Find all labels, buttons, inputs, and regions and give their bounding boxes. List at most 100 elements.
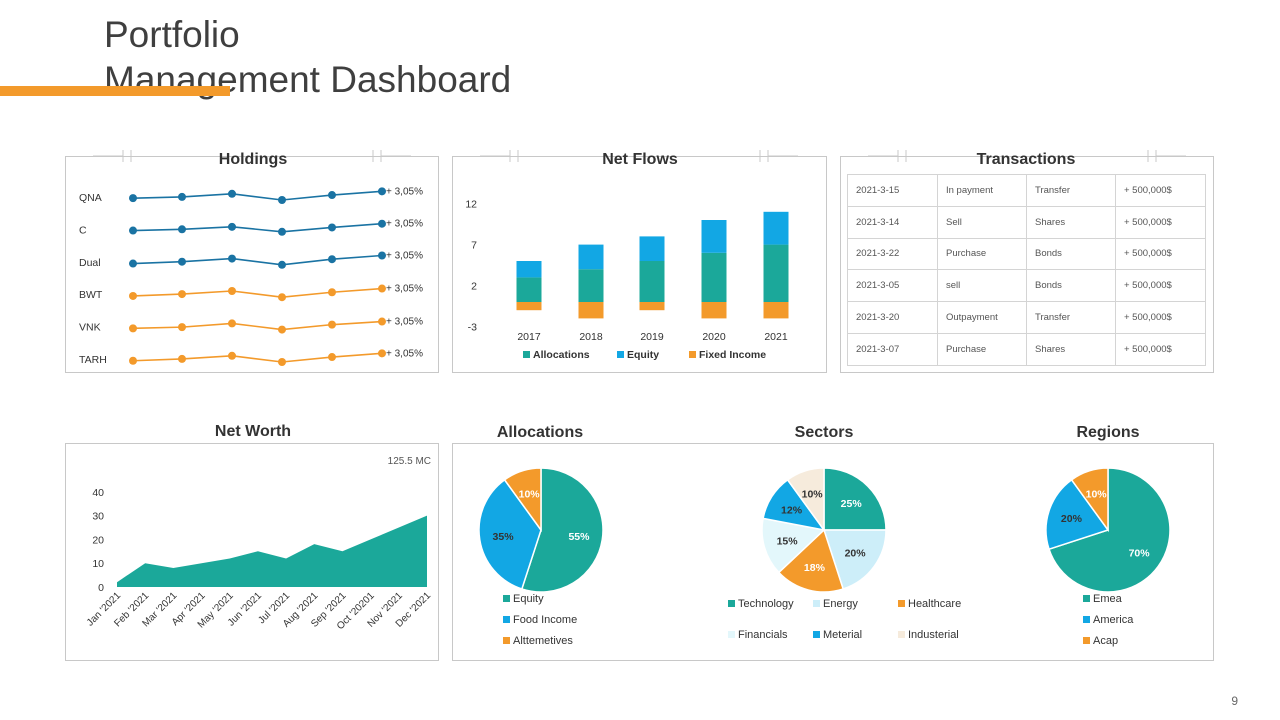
net-flows-xtick: 2017 <box>517 331 541 343</box>
net-flows-bar <box>763 244 789 302</box>
sectors-slice-label: 18% <box>804 562 826 574</box>
net-flows-bar <box>701 220 727 253</box>
accent-bar <box>0 86 230 96</box>
holding-point <box>178 192 186 201</box>
allocations-title: Allocations <box>496 424 584 441</box>
net-flows-legend-label: Fixed Income <box>699 349 766 361</box>
holding-line <box>132 352 383 363</box>
holding-point <box>129 194 137 203</box>
net-flows-legend-swatch <box>617 351 624 358</box>
holding-point <box>378 349 386 358</box>
distribution-charts: 55% 35% 10% Equity Food Income Alttemetives 25… <box>478 467 1171 647</box>
sectors-legend-label: Healthcare <box>908 598 961 610</box>
holding-point <box>328 255 336 264</box>
net-flows-bar <box>578 302 604 319</box>
net-worth-ytick: 20 <box>92 534 104 546</box>
regions-title: Regions <box>1076 424 1140 441</box>
sectors-slice <box>777 528 845 593</box>
transaction-cell: 2021-3-22 <box>847 237 938 271</box>
holdings-title: Holdings <box>218 151 288 168</box>
holding-change: + 3,05% <box>386 284 423 295</box>
holding-point <box>328 223 336 232</box>
net-flows-bar <box>701 302 727 319</box>
net-flows-xtick: 2020 <box>702 331 726 343</box>
regions-legend-label: America <box>1093 614 1134 626</box>
transaction-cell: sell <box>937 269 1027 303</box>
allocations-slice <box>478 478 542 590</box>
page-title-line1: Portfolio <box>104 14 240 55</box>
holding-point <box>378 219 386 228</box>
transaction-cell: + 500,000$ <box>1115 269 1206 303</box>
holding-point <box>178 290 186 299</box>
sectors-legend-swatch <box>898 600 905 607</box>
net-flows-legend-label: Allocations <box>533 349 590 361</box>
net-flows-bar <box>639 302 665 311</box>
net-worth-ytick: 40 <box>92 487 104 499</box>
regions-legend-label: Emea <box>1093 593 1123 605</box>
transaction-cell: 2021-3-20 <box>847 301 938 334</box>
sectors-legend-swatch <box>728 631 735 638</box>
net-flows-bar <box>639 261 665 302</box>
net-flows-frame-decoration <box>480 150 798 162</box>
net-flows-bar <box>578 244 604 270</box>
regions-slice-label: 70% <box>1129 548 1151 560</box>
transaction-cell: + 500,000$ <box>1115 205 1206 239</box>
transaction-cell: Bonds <box>1026 269 1116 303</box>
holding-point <box>178 257 186 266</box>
transaction-cell: + 500,000$ <box>1115 332 1206 366</box>
allocations-slice-label: 10% <box>519 488 541 500</box>
sectors-legend-label: Meterial <box>823 629 862 641</box>
holding-point <box>129 259 137 268</box>
regions-slice <box>1045 478 1110 551</box>
sectors-slice <box>823 467 887 531</box>
net-flows-bar <box>639 236 665 261</box>
sectors-slice-label: 12% <box>781 504 803 516</box>
holding-line <box>132 254 383 266</box>
net-flows-xtick: 2021 <box>764 331 788 343</box>
net-flows-xtick: 2019 <box>640 331 664 343</box>
net-flows-ytick: -3 <box>468 322 477 334</box>
holding-label: Dual <box>79 257 101 269</box>
holding-line <box>132 222 383 233</box>
net-worth-annotation: 125.5 MC <box>388 456 431 467</box>
sectors-slice-label: 10% <box>802 488 824 500</box>
regions-slice-label: 20% <box>1061 513 1083 525</box>
sectors-slice-label: 25% <box>841 498 863 510</box>
net-flows-ytick: 7 <box>471 240 477 252</box>
transaction-cell: + 500,000$ <box>1115 174 1206 207</box>
net-flows-title: Net Flows <box>602 151 678 168</box>
net-flows-bar <box>701 252 727 302</box>
net-flows-ytick: 12 <box>465 199 477 211</box>
holding-line <box>132 190 383 201</box>
transaction-cell: + 500,000$ <box>1115 301 1206 334</box>
regions-legend-label: Acap <box>1093 635 1118 647</box>
holding-label: QNA <box>79 192 102 204</box>
transaction-cell: 2021-3-15 <box>847 174 938 207</box>
holding-change: + 3,05% <box>386 251 423 262</box>
allocations-legend-label: Equity <box>513 593 544 605</box>
holding-point <box>278 293 286 302</box>
sectors-slice <box>822 529 887 590</box>
holding-label: VNK <box>79 322 101 334</box>
holding-point <box>328 288 336 297</box>
holding-point <box>228 319 236 328</box>
transaction-cell: Transfer <box>1026 174 1116 207</box>
sectors-legend-swatch <box>813 631 820 638</box>
holding-point <box>228 222 236 231</box>
holding-change: + 3,05% <box>386 348 423 359</box>
regions-slice <box>1070 467 1109 533</box>
transactions-title: Transactions <box>976 151 1076 168</box>
transaction-cell: In payment <box>937 174 1027 207</box>
holding-point <box>228 287 236 295</box>
transaction-cell: Shares <box>1026 205 1116 239</box>
holding-point <box>328 320 336 329</box>
holdings-frame-decoration <box>93 150 411 162</box>
net-worth-title: Net Worth <box>214 423 292 440</box>
regions-slice <box>1048 467 1171 593</box>
sectors-legend-swatch <box>898 631 905 638</box>
allocations-legend-swatch <box>503 637 510 644</box>
allocations-legend-swatch <box>503 616 510 623</box>
transaction-row: 2021-3-15 In payment Transfer + 500,000$ <box>847 174 1206 207</box>
holding-point <box>278 196 286 204</box>
transaction-cell: Outpayment <box>937 301 1027 334</box>
